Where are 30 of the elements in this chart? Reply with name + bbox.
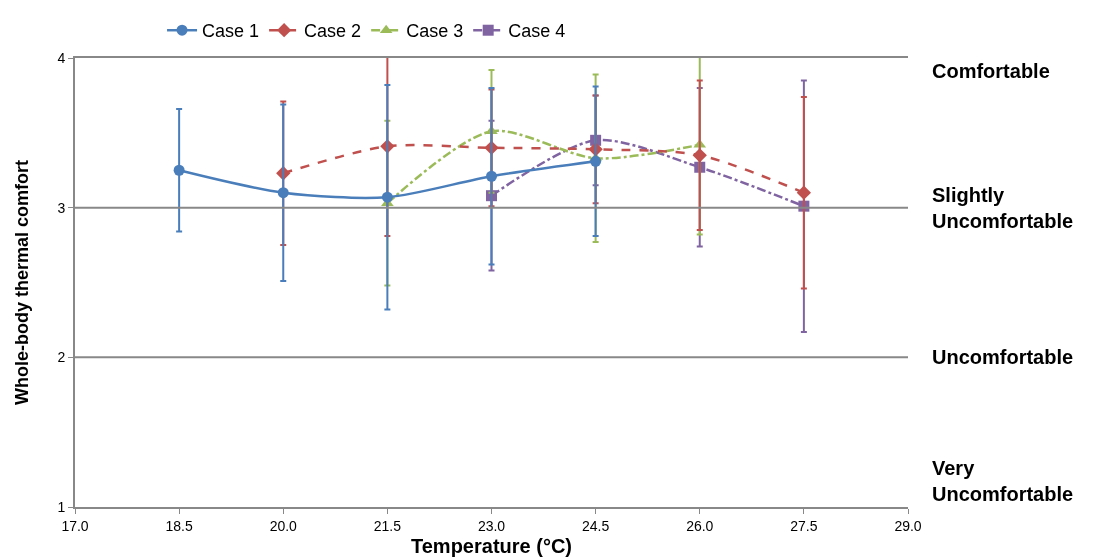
point	[173, 164, 185, 176]
x-tick-label: 17.0	[61, 517, 89, 534]
x-tick-label: 21.5	[373, 517, 402, 534]
x-tick-label: 24.5	[582, 517, 610, 534]
point	[692, 148, 707, 163]
point	[486, 170, 497, 182]
x-tick-label: 18.5	[165, 517, 193, 534]
x-axis-title: Temperature (°C)	[411, 535, 572, 557]
text: Very Uncomfortable	[932, 457, 1074, 505]
point	[590, 155, 602, 167]
point	[277, 187, 289, 199]
x-tick-label: 23.0	[477, 517, 506, 534]
y-tick-label: 2	[57, 349, 66, 366]
legend-label: Case 2	[304, 21, 362, 42]
x-tick-label: 29.0	[894, 517, 922, 534]
text: Comfortable	[932, 60, 1050, 82]
point	[796, 185, 812, 200]
legend-label: Case 4	[508, 21, 566, 42]
x-tick-label: 27.5	[790, 517, 818, 534]
ref-line-label: Slightly Uncomfortable	[932, 184, 1074, 232]
y-axis-title: Whole-body thermal comfort	[12, 159, 32, 406]
x-tick-label: 20.0	[269, 517, 298, 534]
legend-label: Case 3	[406, 21, 464, 42]
x-tick-label: 26.0	[686, 517, 714, 534]
ref-line-label: Uncomfortable	[932, 346, 1074, 368]
y-tick-label: 3	[57, 199, 66, 216]
y-tick-label: 4	[57, 49, 66, 66]
legend-label: Case 1	[202, 21, 260, 42]
point	[381, 191, 393, 203]
y-tick-label: 1	[57, 498, 66, 515]
